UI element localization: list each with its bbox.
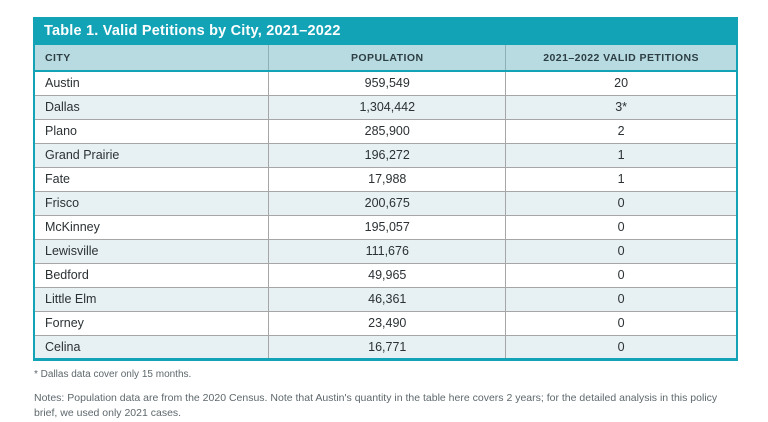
city-cell: Little Elm xyxy=(34,287,269,311)
petitions-cell: 1 xyxy=(506,167,737,191)
petitions-cell: 0 xyxy=(506,311,737,335)
table-header: CITY POPULATION 2021–2022 VALID PETITION… xyxy=(34,45,737,71)
notes-footnote: Notes: Population data are from the 2020… xyxy=(34,391,739,422)
population-cell: 196,272 xyxy=(269,143,506,167)
petitions-cell: 0 xyxy=(506,263,737,287)
population-cell: 285,900 xyxy=(269,119,506,143)
petitions-cell: 0 xyxy=(506,191,737,215)
city-cell: McKinney xyxy=(34,215,269,239)
city-cell: Frisco xyxy=(34,191,269,215)
asterisk-footnote: * Dallas data cover only 15 months. xyxy=(34,369,738,380)
population-cell: 195,057 xyxy=(269,215,506,239)
population-cell: 49,965 xyxy=(269,263,506,287)
valid-petitions-table: CITY POPULATION 2021–2022 VALID PETITION… xyxy=(33,45,738,361)
table-title: Table 1. Valid Petitions by City, 2021–2… xyxy=(33,17,738,45)
table-1-section: Table 1. Valid Petitions by City, 2021–2… xyxy=(33,17,738,422)
city-cell: Bedford xyxy=(34,263,269,287)
population-cell: 959,549 xyxy=(269,71,506,95)
petitions-cell: 20 xyxy=(506,71,737,95)
population-cell: 17,988 xyxy=(269,167,506,191)
petitions-cell: 1 xyxy=(506,143,737,167)
city-cell: Plano xyxy=(34,119,269,143)
petitions-cell: 3* xyxy=(506,95,737,119)
column-header-population: POPULATION xyxy=(269,45,506,71)
population-cell: 46,361 xyxy=(269,287,506,311)
city-cell: Celina xyxy=(34,335,269,359)
petitions-cell: 0 xyxy=(506,215,737,239)
petitions-cell: 0 xyxy=(506,335,737,359)
population-cell: 1,304,442 xyxy=(269,95,506,119)
population-cell: 200,675 xyxy=(269,191,506,215)
petitions-cell: 0 xyxy=(506,239,737,263)
city-cell: Fate xyxy=(34,167,269,191)
header-row: CITY POPULATION 2021–2022 VALID PETITION… xyxy=(34,45,737,71)
city-cell: Forney xyxy=(34,311,269,335)
population-cell: 16,771 xyxy=(269,335,506,359)
petitions-cell: 2 xyxy=(506,119,737,143)
population-cell: 111,676 xyxy=(269,239,506,263)
petitions-cell: 0 xyxy=(506,287,737,311)
column-header-petitions: 2021–2022 VALID PETITIONS xyxy=(506,45,737,71)
population-cell: 23,490 xyxy=(269,311,506,335)
column-header-city: CITY xyxy=(34,45,269,71)
city-cell: Dallas xyxy=(34,95,269,119)
city-cell: Austin xyxy=(34,71,269,95)
city-cell: Lewisville xyxy=(34,239,269,263)
city-cell: Grand Prairie xyxy=(34,143,269,167)
